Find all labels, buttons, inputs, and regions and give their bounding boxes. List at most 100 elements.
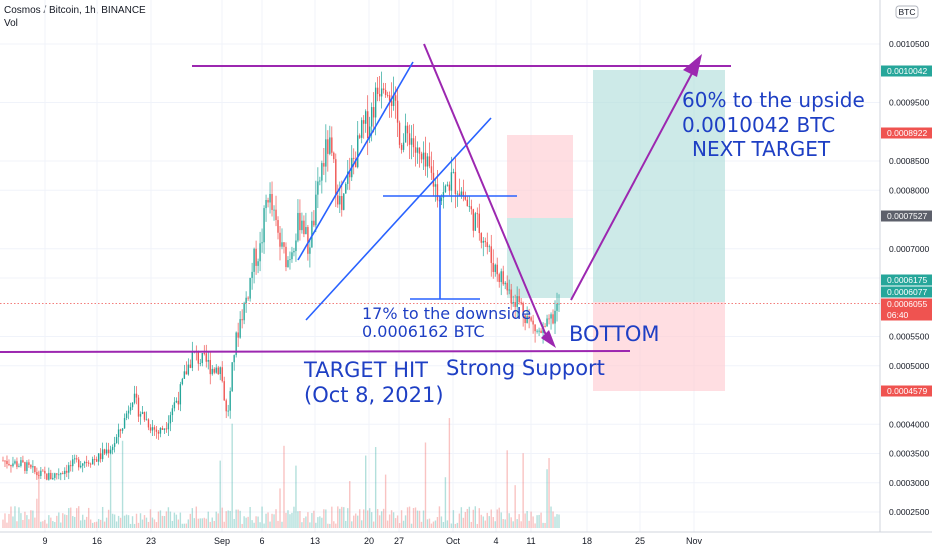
symbol-title[interactable]: Cosmos / Bitcoin, 1h, BINANCE [4,5,146,16]
volume-bar [548,458,550,528]
candle-body [157,431,160,434]
candle-body [283,242,285,247]
candle-body [191,351,194,368]
date-tick-label: 11 [526,536,535,546]
volume-bar [412,508,415,528]
volume-bar [151,517,154,528]
candle-body [213,368,215,373]
candle-body [271,194,273,210]
candle-body [197,352,199,364]
volume-bar [227,510,229,528]
volume-bar [235,509,237,528]
candle-body [464,196,467,200]
candle-body [347,171,349,184]
candle-body [448,184,451,191]
volume-bar [454,523,457,528]
candle-body [430,166,433,173]
candle-body [287,260,289,268]
volume-bar [400,510,403,528]
volume-bar [323,509,325,528]
volume-bar [402,520,405,528]
candle-body [361,120,363,138]
candle-body [311,220,313,248]
volume-bar [121,440,124,528]
volume-bar [157,511,160,528]
candle-body [219,367,221,375]
candle-body [257,261,259,266]
candle-body [450,172,453,191]
candle-body [396,100,399,123]
price-tag [881,298,932,321]
date-tick-label: 20 [364,536,374,546]
candle-body [251,271,253,278]
volume-bar [85,516,88,528]
candle-body [189,364,192,368]
candle-body [323,163,325,167]
price-axis-bg [880,0,932,532]
candle-body [317,181,319,195]
volume-bar [319,516,321,528]
candle-body [201,353,203,364]
candle-body [225,400,227,412]
volume-bar [390,510,393,528]
candle-body [556,303,558,311]
price-tag [881,65,932,77]
volume-bar [291,512,293,528]
volume-bar [542,522,544,528]
candle-body [357,135,359,168]
volume-bar [14,506,16,528]
volume-bar [263,523,265,528]
price-tag [881,127,932,139]
candle-body [105,449,108,454]
candle-body [267,200,269,203]
candle-body [343,193,345,210]
volume-bar [163,516,166,528]
volume-bar [444,477,447,528]
candle-body [245,297,247,304]
volume-bar [209,521,211,528]
volume-bar [287,510,289,528]
candle-body [299,212,301,231]
volume-bar [347,508,349,528]
volume-bar [213,520,215,528]
candle-body [492,262,494,272]
volume-bar [480,514,482,528]
price-tick-label: 0.0002500 [889,507,929,517]
volume-bar [149,509,152,528]
candle-body [54,473,56,478]
time-axis-labels: 9 16 23 Sep 6 13 20 27 Oct 4 11 18 25 Nov [42,536,702,546]
volume-bar [165,511,168,528]
volume-bar [418,510,421,528]
candle-body [183,371,186,379]
candle-body [291,252,293,260]
candle-body [2,460,4,462]
volume-bar [229,510,231,528]
volume-bar [97,518,100,528]
candle-body [229,391,231,411]
volume-bars [2,418,560,528]
candle-body [552,314,554,324]
volume-bar [556,514,558,528]
volume-bar [32,510,34,528]
volume-bar [424,442,427,528]
candle-body [82,463,84,466]
volume-bar [42,521,44,528]
prior-target-zone [507,218,573,298]
candle-body [221,367,223,382]
currency-badge[interactable]: BTC [895,5,919,19]
volume-bar [442,521,445,528]
candle-body [378,93,381,97]
date-tick-label: 18 [582,536,592,546]
volume-bar [76,508,78,528]
volume-bar [416,510,419,528]
volume-bar [502,519,504,528]
volume-bar [309,522,311,528]
candle-body [494,264,496,272]
candle-body [514,302,516,307]
candle-body [12,463,14,467]
volume-bar [388,514,391,528]
volume-bar [392,512,395,528]
volume-bar [269,521,271,528]
volume-bar [361,520,363,528]
